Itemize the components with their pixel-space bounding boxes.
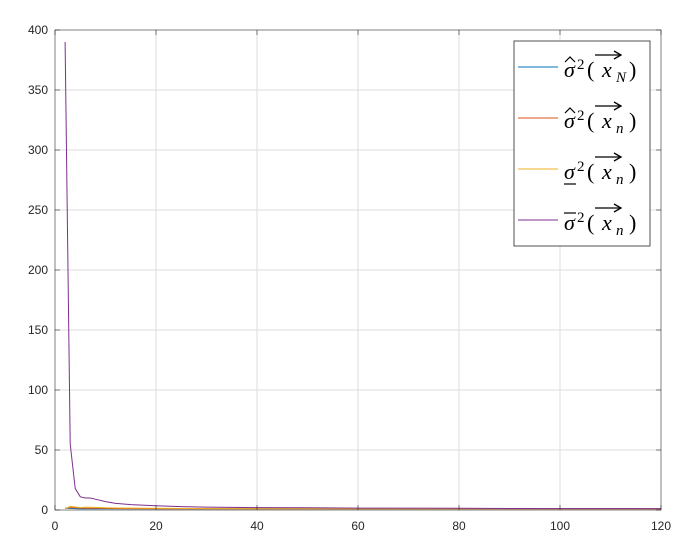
legend: σ 2(x N)σ 2(x n)σ 2(x n)σ 2(x n) — [513, 40, 651, 247]
legend-superscript: 2 — [577, 57, 585, 73]
legend-paren-open: ( — [587, 210, 594, 235]
y-tick-label: 100 — [28, 383, 48, 397]
legend-sigma: σ — [564, 57, 576, 82]
legend-subscript: n — [616, 121, 624, 137]
legend-entry-3: σ 2( x n) — [518, 152, 636, 188]
legend-subscript: n — [616, 223, 624, 239]
y-tick-label: 0 — [41, 503, 48, 517]
legend-box — [513, 40, 651, 247]
hat-accent-icon — [564, 107, 576, 114]
vector-arrow-head-icon — [613, 50, 623, 60]
legend-vector-x: x — [601, 108, 612, 133]
axis-ticks: 0 20 40 60 80 100 120 0 50 100 150 200 250 300 350 400 — [28, 23, 671, 533]
x-tick-label: 60 — [351, 519, 365, 533]
legend-subscript: N — [615, 70, 627, 86]
legend-paren-open: ( — [587, 108, 594, 133]
hat-accent-icon — [564, 56, 576, 63]
y-tick-label: 300 — [28, 143, 48, 157]
vector-arrow-head-icon — [613, 203, 623, 213]
y-tick-label: 250 — [28, 203, 48, 217]
legend-paren-close: ) — [629, 57, 636, 82]
y-tick-label: 150 — [28, 323, 48, 337]
y-tick-label: 350 — [28, 83, 48, 97]
series-line-3 — [64, 505, 661, 510]
legend-vector-x: x — [601, 210, 612, 235]
x-tick-label: 120 — [651, 519, 671, 533]
legend-vector-x: x — [601, 57, 612, 82]
legend-paren-close: ) — [629, 108, 636, 133]
x-tick-label: 100 — [550, 519, 570, 533]
x-tick-label: 20 — [149, 519, 163, 533]
legend-subscript: n — [616, 172, 624, 188]
legend-entry-1: σ 2( x N) — [518, 50, 636, 86]
legend-sigma: σ — [564, 108, 576, 133]
vector-arrow-head-icon — [613, 152, 623, 162]
x-tick-label: 80 — [452, 519, 466, 533]
legend-paren-open: ( — [587, 159, 594, 184]
legend-paren-close: ) — [629, 159, 636, 184]
legend-superscript: 2 — [577, 108, 585, 124]
y-tick-label: 200 — [28, 263, 48, 277]
legend-paren-close: ) — [629, 210, 636, 235]
legend-superscript: 2 — [577, 210, 585, 226]
legend-sigma: σ — [564, 210, 576, 235]
x-tick-label: 0 — [52, 519, 59, 533]
legend-entry-2: σ 2( x n) — [518, 101, 636, 137]
legend-sigma: σ — [564, 159, 576, 184]
x-tick-label: 40 — [250, 519, 264, 533]
y-tick-label: 50 — [35, 443, 49, 457]
legend-entry-4: σ 2( x n) — [518, 203, 636, 239]
legend-paren-open: ( — [587, 57, 594, 82]
vector-arrow-head-icon — [613, 101, 623, 111]
legend-vector-x: x — [601, 159, 612, 184]
y-tick-label: 400 — [28, 23, 48, 37]
legend-superscript: 2 — [577, 159, 585, 175]
